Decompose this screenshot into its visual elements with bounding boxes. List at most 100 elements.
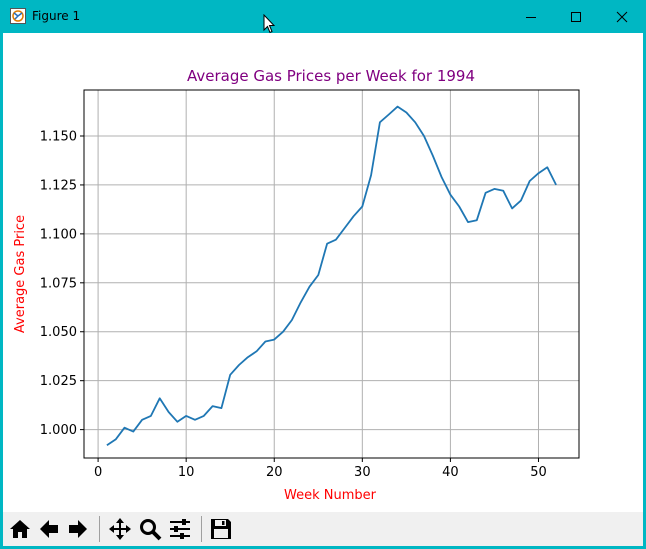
x-tick-label: 40	[442, 465, 459, 480]
mouse-cursor	[263, 14, 275, 34]
minimize-icon	[526, 16, 536, 18]
data-point	[335, 239, 336, 240]
y-tick-label: 1.000	[40, 423, 77, 438]
zoom-button[interactable]	[136, 514, 164, 544]
data-point	[520, 200, 521, 201]
data-point	[194, 419, 195, 420]
chart: 0 10 20 30 40 50 1.000 1.025 1.050 1.075 1.100 1.12…	[13, 67, 580, 503]
data-point	[106, 445, 107, 446]
data-point	[468, 222, 469, 223]
y-tick-label: 1.125	[40, 178, 77, 193]
x-tick-label: 0	[94, 465, 102, 480]
x-axis-label: Week Number	[284, 488, 377, 503]
data-point	[142, 419, 143, 420]
matplotlib-app-icon	[10, 8, 26, 24]
data-point	[459, 206, 460, 207]
minimize-button[interactable]	[508, 0, 554, 33]
data-point	[344, 228, 345, 229]
data-point	[371, 175, 372, 176]
data-point	[379, 122, 380, 123]
forward-button[interactable]	[64, 514, 92, 544]
y-tick-label: 1.075	[40, 276, 77, 291]
y-tick-label: 1.025	[40, 374, 77, 389]
data-point	[529, 181, 530, 182]
data-point	[159, 398, 160, 399]
magnifier-icon	[140, 519, 162, 541]
figure-canvas[interactable]: 0 10 20 30 40 50 1.000 1.025 1.050 1.075 1.100 1.12…	[3, 33, 643, 546]
data-point	[274, 339, 275, 340]
x-tick-label: 30	[354, 465, 371, 480]
data-point	[291, 320, 292, 321]
data-point	[423, 136, 424, 137]
data-point	[547, 167, 548, 168]
data-point	[177, 421, 178, 422]
y-tick-label: 1.050	[40, 325, 77, 340]
window-title: Figure 1	[32, 9, 81, 23]
floppy-disk-icon	[211, 519, 231, 539]
maximize-icon	[571, 11, 581, 22]
data-point	[212, 406, 213, 407]
navigation-toolbar	[3, 512, 643, 546]
data-point	[247, 357, 248, 358]
data-point	[415, 122, 416, 123]
data-point	[494, 188, 495, 189]
data-point	[441, 177, 442, 178]
data-point	[221, 408, 222, 409]
home-icon	[10, 520, 30, 538]
data-point	[203, 415, 204, 416]
data-point	[406, 112, 407, 113]
move-icon	[109, 518, 131, 540]
data-point	[397, 106, 398, 107]
data-point	[353, 216, 354, 217]
data-point	[239, 365, 240, 366]
data-point	[256, 351, 257, 352]
y-axis-label: Average Gas Price	[13, 215, 28, 333]
close-icon	[616, 11, 628, 22]
pan-button[interactable]	[106, 514, 134, 544]
arrow-left-icon	[40, 520, 58, 538]
data-point	[300, 302, 301, 303]
x-tick-label: 20	[266, 465, 283, 480]
toolbar-separator	[99, 516, 100, 542]
data-point	[327, 243, 328, 244]
data-point	[388, 114, 389, 115]
back-button[interactable]	[35, 514, 63, 544]
data-point	[450, 194, 451, 195]
y-tick-label: 1.100	[40, 227, 77, 242]
series-line	[106, 105, 557, 447]
maximize-button[interactable]	[553, 0, 599, 33]
data-point	[503, 190, 504, 191]
data-point	[309, 286, 310, 287]
y-tick-label: 1.150	[40, 130, 77, 145]
data-point	[230, 374, 231, 375]
data-point	[133, 431, 134, 432]
subplots-button[interactable]	[166, 514, 194, 544]
data-point	[283, 331, 284, 332]
data-point	[512, 208, 513, 209]
data-point	[318, 274, 319, 275]
data-point	[124, 427, 125, 428]
data-point	[432, 155, 433, 156]
save-button[interactable]	[207, 514, 235, 544]
data-point	[485, 192, 486, 193]
data-point	[115, 439, 116, 440]
data-point	[538, 173, 539, 174]
x-tick-label: 10	[178, 465, 195, 480]
axes-frame	[83, 89, 580, 459]
data-point	[186, 415, 187, 416]
toolbar-separator	[201, 516, 202, 542]
data-point	[556, 184, 557, 185]
home-button[interactable]	[6, 514, 34, 544]
x-tick-label: 50	[530, 465, 547, 480]
data-point	[265, 341, 266, 342]
data-point	[168, 412, 169, 413]
arrow-right-icon	[69, 520, 87, 538]
sliders-icon	[170, 519, 190, 539]
close-button[interactable]	[599, 0, 645, 33]
data-point	[476, 220, 477, 221]
data-point	[150, 415, 151, 416]
data-point	[362, 206, 363, 207]
title-bar[interactable]: Figure 1	[0, 0, 646, 33]
chart-title: Average Gas Prices per Week for 1994	[187, 67, 475, 85]
